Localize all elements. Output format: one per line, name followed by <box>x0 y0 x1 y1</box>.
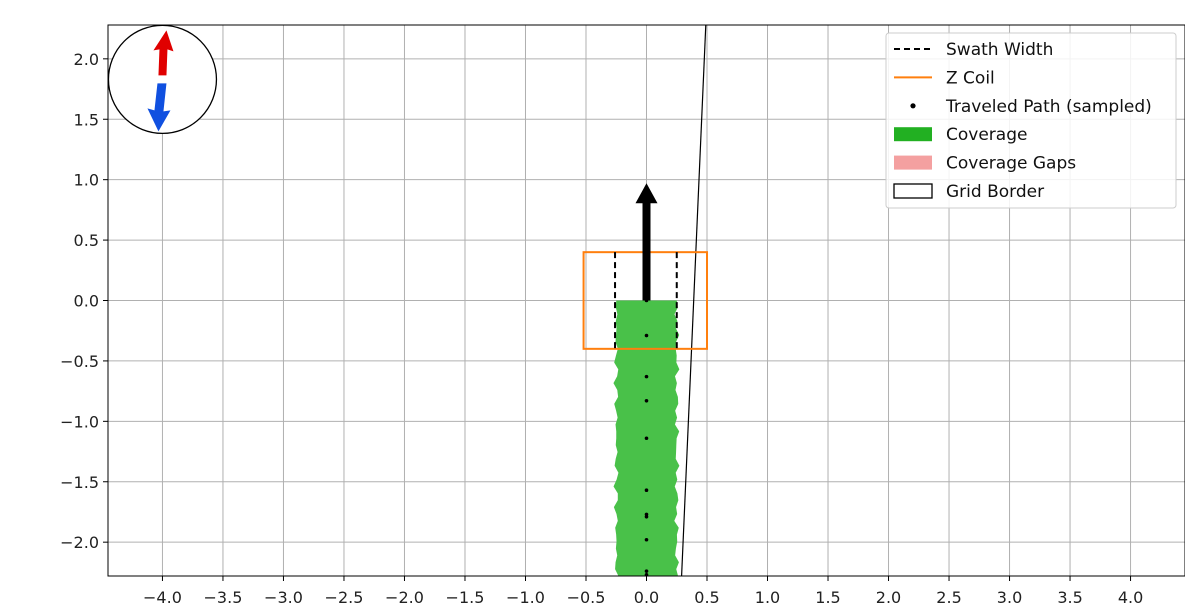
compass-north-arrow <box>153 30 174 76</box>
x-tick-label: 0.0 <box>634 588 659 607</box>
legend-swatch-patch <box>894 155 932 170</box>
legend-label: Traveled Path (sampled) <box>945 97 1152 117</box>
compass <box>107 24 218 135</box>
legend-swatch-traveled-path <box>910 103 916 109</box>
y-tick-label: 2.0 <box>74 50 99 69</box>
compass-circle <box>107 24 218 135</box>
y-tick-label: 0.0 <box>74 292 99 311</box>
traveled-path-point <box>644 488 649 493</box>
x-tick-label: −2.0 <box>385 588 424 607</box>
traveled-path-point <box>644 333 649 338</box>
y-tick-label: −1.5 <box>60 473 99 492</box>
x-tick-label: 2.0 <box>876 588 901 607</box>
legend-label: Coverage Gaps <box>946 154 1076 174</box>
compass-south-arrow <box>147 83 171 132</box>
traveled-path-point <box>644 374 649 379</box>
x-tick-label: −1.5 <box>446 588 485 607</box>
x-tick-label: −1.0 <box>506 588 545 607</box>
x-tick-label: −3.5 <box>204 588 243 607</box>
traveled-path-point <box>644 398 649 403</box>
legend-label: Grid Border <box>946 182 1044 202</box>
y-axis-ticks: 2.0 1.5 1.0 0.5 0.0 −0.5 −1.0 −1.5 −2.0 <box>60 50 108 552</box>
y-tick-label: −2.0 <box>60 533 99 552</box>
y-tick-label: 1.0 <box>74 171 99 190</box>
y-tick-label: 1.5 <box>74 110 99 129</box>
legend-label: Swath Width <box>946 40 1053 60</box>
y-tick-label: −0.5 <box>60 352 99 371</box>
traveled-path-point <box>644 514 649 519</box>
data-layer <box>582 25 709 576</box>
heading-arrow <box>635 183 658 301</box>
legend-swatch-grid-border <box>893 183 933 199</box>
boundary-line <box>680 25 707 576</box>
traveled-path-point <box>644 436 649 441</box>
x-tick-label: −0.5 <box>567 588 606 607</box>
y-tick-label: 0.5 <box>74 231 99 250</box>
legend-swatch-patch <box>894 127 932 142</box>
x-tick-label: 1.0 <box>755 588 780 607</box>
x-tick-label: −4.0 <box>143 588 182 607</box>
legend-box <box>885 32 1177 209</box>
legend-label: Coverage <box>946 125 1027 145</box>
x-tick-label: 0.5 <box>694 588 719 607</box>
traveled-path-point <box>644 572 649 576</box>
x-axis-ticks: −4.0 −3.5 −3.0 −2.5 −2.0 −1.5 −1.0 −0.5 0.0 0.5 1.… <box>143 576 1143 607</box>
x-tick-label: 2.5 <box>936 588 961 607</box>
legend: Swath Width Z Coil Traveled Path (sampled)… <box>885 32 1177 209</box>
x-tick-label: 1.5 <box>815 588 840 607</box>
x-tick-label: −3.0 <box>264 588 303 607</box>
x-tick-label: −2.5 <box>325 588 364 607</box>
traveled-path-point <box>644 537 649 542</box>
x-tick-label: 4.0 <box>1118 588 1143 607</box>
legend-label: Z Coil <box>946 68 995 88</box>
traveled-path-point <box>644 569 649 573</box>
x-tick-label: 3.5 <box>1057 588 1082 607</box>
y-tick-label: −1.0 <box>60 412 99 431</box>
x-tick-label: 3.0 <box>997 588 1022 607</box>
